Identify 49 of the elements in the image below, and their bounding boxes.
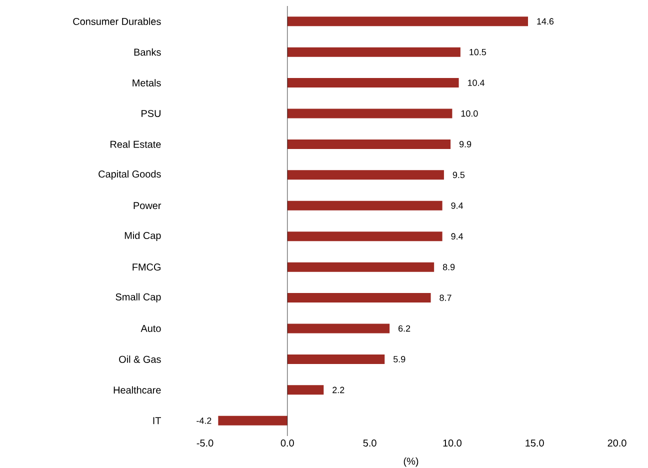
bar [287, 232, 442, 242]
y-tick-label: Mid Cap [124, 232, 161, 241]
y-tick-label: Small Cap [116, 293, 161, 302]
bar [218, 416, 288, 426]
x-tick-label: 10.0 [443, 440, 462, 447]
data-label: 8.7 [440, 294, 452, 301]
y-tick-label: Metals [132, 79, 161, 86]
data-label: 10.5 [470, 48, 486, 56]
data-label: 14.6 [537, 18, 554, 25]
y-tick-label: Oil & Gas [119, 356, 161, 363]
y-tick-label: IT [153, 417, 161, 424]
data-label: 2.2 [332, 386, 344, 394]
x-tick-label: -5.0 [196, 440, 214, 447]
x-tick-label: 5.0 [363, 440, 376, 447]
bar [287, 293, 431, 303]
y-tick-label: Banks [134, 48, 161, 56]
data-label: -4.2 [196, 418, 212, 424]
data-label: 9.4 [451, 233, 464, 240]
data-label: 10.0 [461, 110, 478, 117]
bar [287, 139, 451, 149]
bar [287, 47, 460, 57]
y-tick-label: Consumer Durables [73, 18, 161, 26]
x-axis-title: (%) [404, 457, 418, 467]
x-tick-label: 0.0 [280, 440, 294, 447]
bar [287, 108, 452, 118]
y-tick-label: Real Estate [110, 140, 161, 148]
x-tick-label: 20.0 [608, 440, 626, 447]
x-tick-label: 15.0 [526, 440, 544, 447]
bar [287, 385, 324, 395]
y-tick-label: PSU [142, 110, 160, 118]
y-tick-label: FMCG [132, 264, 160, 271]
bar [287, 16, 528, 26]
bar [287, 262, 434, 272]
bar [287, 170, 444, 180]
y-tick-label: Power [134, 202, 162, 210]
y-tick-label: Capital Goods [98, 170, 161, 180]
bar [287, 354, 385, 364]
y-tick-label: Healthcare [114, 386, 161, 394]
data-label: 9.5 [452, 172, 465, 178]
y-tick-label: Auto [140, 325, 161, 332]
data-label: 9.4 [451, 202, 464, 209]
bar [287, 200, 442, 210]
bar [287, 78, 459, 88]
data-label: 10.4 [468, 80, 484, 86]
data-label: 8.9 [442, 264, 455, 270]
data-label: 9.9 [459, 141, 472, 148]
bar [287, 324, 390, 334]
data-label: 5.9 [393, 356, 406, 362]
data-label: 6.2 [398, 325, 410, 332]
